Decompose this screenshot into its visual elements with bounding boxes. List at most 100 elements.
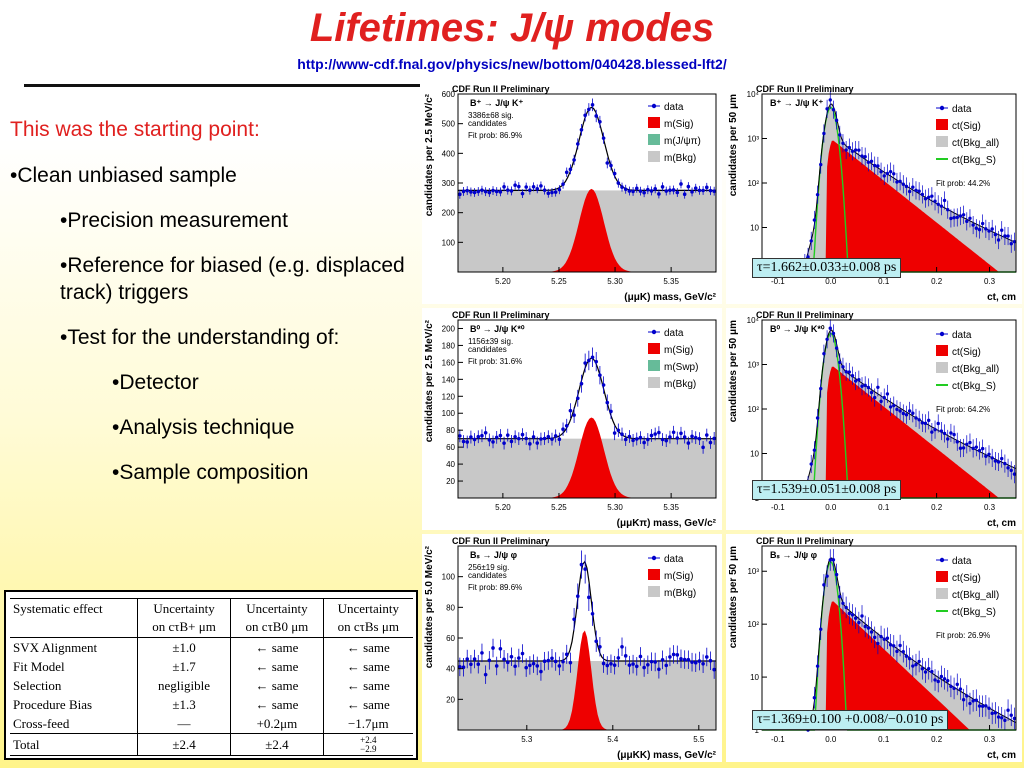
source-url[interactable]: http://www-cdf.fnal.gov/physics/new/bott…	[297, 56, 727, 72]
legend-entry: m(Bkg)	[664, 153, 696, 164]
data-point	[961, 698, 966, 702]
legend-entry: ct(Bkg_S)	[952, 607, 996, 618]
data-point	[866, 626, 871, 630]
data-point	[502, 441, 506, 445]
data-point	[634, 664, 639, 669]
legend-swatch	[936, 362, 948, 373]
data-point	[863, 624, 867, 629]
data-point	[509, 189, 514, 193]
data-point	[949, 431, 953, 435]
signal-shape	[458, 188, 716, 272]
data-point	[557, 664, 562, 668]
data-point	[901, 650, 905, 654]
y-axis-label: candidates per 50 μm	[728, 320, 739, 422]
data-point	[914, 188, 918, 193]
legend-swatch	[648, 569, 660, 580]
legend-swatch	[936, 119, 948, 130]
data-point	[971, 223, 975, 227]
plot-frame	[457, 545, 717, 731]
data-point	[904, 654, 909, 658]
data-point	[579, 562, 584, 567]
legend-swatch	[936, 136, 948, 147]
data-point	[853, 379, 858, 383]
data-point	[682, 192, 687, 197]
data-point	[866, 160, 871, 164]
legend-swatch	[648, 343, 660, 354]
systematics-table: Systematic effect Uncertainty on cτB+ μm …	[10, 598, 413, 756]
data-point	[623, 654, 628, 658]
data-point	[583, 361, 587, 365]
data-point	[984, 227, 988, 231]
data-point	[888, 169, 893, 174]
data-point	[579, 381, 584, 386]
table-cell: +0.2μm	[230, 714, 324, 734]
data-point	[539, 437, 543, 441]
data-point	[930, 194, 934, 198]
legend-entry: ct(Bkg_S)	[952, 381, 996, 392]
data-point	[917, 418, 921, 422]
legend-entry: data	[664, 328, 684, 339]
table-header-cell: Systematic effect	[13, 601, 103, 616]
data-point	[809, 239, 813, 243]
data-point	[539, 184, 543, 188]
data-point	[693, 186, 698, 191]
y-axis-label: candidates per 5.0 MeV/c²	[424, 545, 435, 668]
data-point	[920, 667, 925, 671]
x-tick-label: 0.2	[931, 503, 943, 512]
x-tick-label: 0.3	[984, 735, 996, 744]
table-header-cell: Uncertainty on cτBs μm	[322, 598, 413, 638]
data-point	[535, 441, 540, 445]
data-point	[990, 227, 994, 231]
data-point	[458, 665, 462, 669]
data-point	[825, 574, 829, 578]
data-point	[502, 657, 506, 662]
data-point	[660, 658, 665, 662]
data-point	[968, 216, 972, 220]
data-point	[892, 172, 896, 176]
data-point	[616, 181, 621, 185]
data-point	[520, 651, 525, 656]
x-axis-label: (μμK) mass, GeV/c²	[624, 292, 716, 303]
data-point	[524, 665, 528, 670]
data-point	[853, 148, 858, 152]
data-point	[812, 448, 817, 452]
data-point	[939, 204, 944, 208]
data-point	[620, 185, 624, 189]
yield-label: 1156±39 sig.	[468, 337, 513, 346]
y-tick-label: 1	[755, 726, 760, 735]
mass-plot-bplus: 5.20 5.25 5.30 5.35 100 200 300 400 500 600 CDF Ru…	[422, 82, 722, 304]
signal-shape	[762, 366, 1016, 498]
data-point	[993, 459, 998, 463]
table-cell: Fit Model	[13, 659, 65, 674]
data-point	[990, 711, 994, 716]
data-point	[494, 435, 499, 440]
data-point	[815, 416, 820, 420]
data-point	[708, 440, 713, 445]
data-point	[898, 409, 902, 413]
bkg-all-shape	[762, 558, 1016, 730]
data-point	[557, 437, 562, 441]
fit-prob-label: Fit prob: 89.6%	[468, 583, 522, 592]
table-cell: Cross-feed	[13, 716, 70, 731]
data-point	[660, 185, 665, 189]
data-point	[472, 437, 477, 442]
data-point	[876, 385, 880, 389]
data-point	[476, 189, 481, 194]
fit-prob-label: Fit prob: 64.2%	[936, 405, 990, 414]
data-point	[847, 370, 852, 374]
table-cell: —	[136, 714, 231, 734]
fit-curve	[458, 357, 716, 440]
bullet-item: •Clean unbiased sample	[10, 164, 237, 187]
data-point	[616, 428, 621, 433]
data-point	[968, 701, 972, 706]
data-point	[914, 662, 918, 667]
table-cell: Procedure Bias	[13, 697, 93, 712]
data-point	[693, 435, 698, 440]
data-point	[594, 114, 599, 118]
y-tick-label: 10	[750, 450, 759, 459]
data-point	[686, 657, 691, 662]
data-point	[517, 184, 521, 189]
data-point	[819, 627, 823, 631]
data-point	[819, 386, 823, 391]
plot-header: CDF Run II Preliminary	[452, 310, 550, 320]
